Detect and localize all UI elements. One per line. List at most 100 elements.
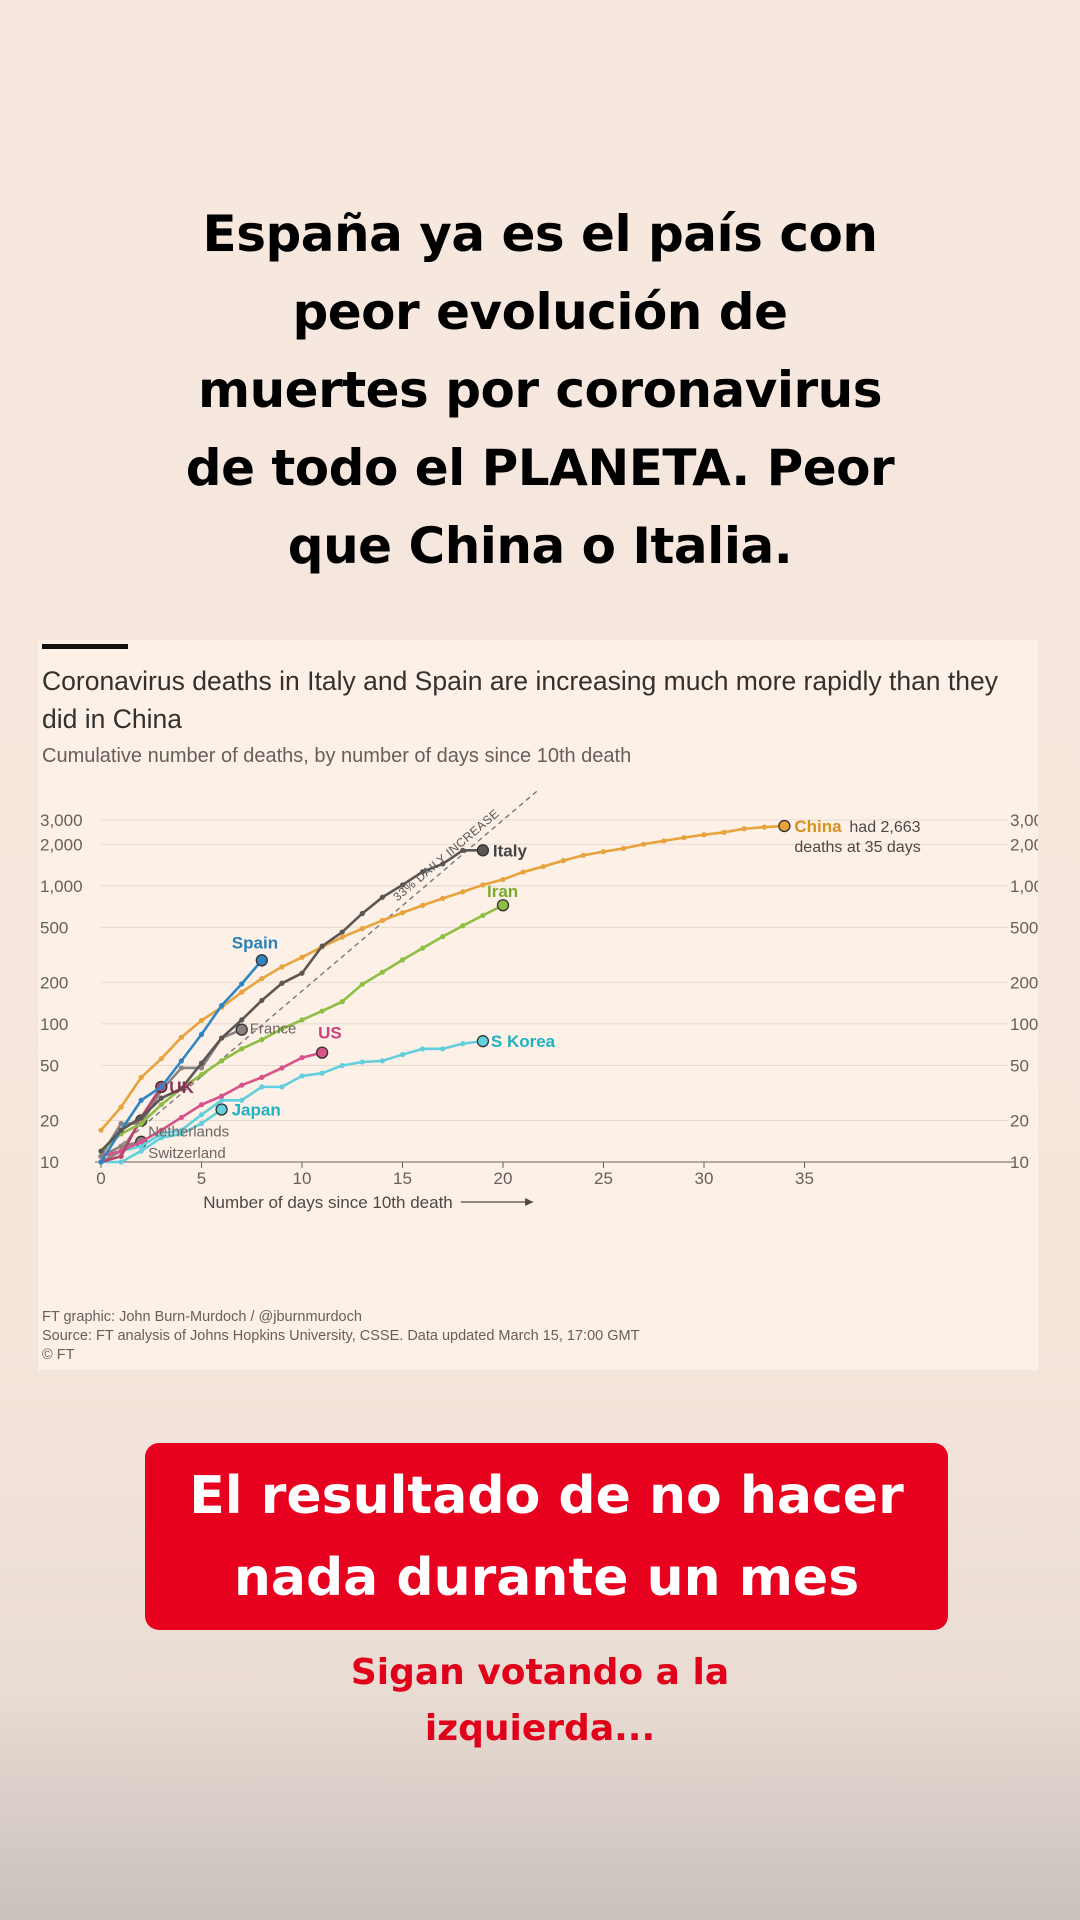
data-point <box>198 1017 205 1024</box>
x-tick-label: 10 <box>293 1169 312 1188</box>
source-text: Source: FT analysis of Johns Hopkins Uni… <box>42 1328 640 1344</box>
data-point <box>520 869 526 875</box>
data-point <box>621 845 627 852</box>
series-label-japan: Japan <box>232 1101 281 1120</box>
series-line-us <box>100 1051 323 1158</box>
data-point <box>279 980 285 986</box>
y-tick-label-left: 2,000 <box>40 835 83 854</box>
x-tick-label: 15 <box>393 1169 412 1188</box>
data-point <box>118 1159 124 1165</box>
data-point <box>420 902 426 909</box>
data-point <box>279 1026 285 1032</box>
data-point <box>319 1008 325 1014</box>
headline-line: de todo el PLANETA. Peor <box>185 439 895 497</box>
data-point <box>138 1074 144 1080</box>
data-point <box>580 852 587 858</box>
y-tick-label-left: 500 <box>40 918 68 937</box>
series-line-italy <box>100 849 483 1152</box>
data-point <box>118 1104 124 1110</box>
series-line-china <box>100 824 785 1132</box>
data-point <box>339 934 345 940</box>
data-point <box>420 869 426 875</box>
data-point <box>279 1065 285 1071</box>
series-note-china: deaths at 35 days <box>794 839 920 856</box>
data-point <box>259 1037 265 1043</box>
data-point <box>138 1139 144 1145</box>
data-point <box>440 861 446 867</box>
line-chart: 1010202050501001002002005005001,0001,000… <box>40 790 1038 1212</box>
data-point <box>460 923 466 929</box>
data-point <box>315 1046 329 1059</box>
data-point <box>178 1065 184 1071</box>
series-label-spain: Spain <box>232 933 278 952</box>
data-point <box>279 964 285 970</box>
data-point <box>480 882 486 888</box>
data-point <box>299 1055 305 1061</box>
data-point <box>299 1073 305 1079</box>
y-tick-label-left: 200 <box>40 973 68 992</box>
data-point <box>778 819 791 833</box>
data-point <box>259 1084 265 1090</box>
data-point <box>399 957 406 963</box>
data-point <box>198 1102 205 1108</box>
data-point <box>500 876 506 883</box>
red-banner: El resultado de no hacer nada durante un… <box>145 1443 948 1630</box>
y-tick-label-left: 100 <box>40 1015 68 1034</box>
data-point <box>198 1060 205 1066</box>
data-point <box>496 899 510 912</box>
data-point <box>379 917 385 924</box>
chart-subtitle: Cumulative number of deaths, by number o… <box>42 745 632 767</box>
series-line-uk <box>100 1086 163 1164</box>
data-point <box>476 1035 490 1048</box>
data-point <box>239 1046 245 1052</box>
data-point <box>138 1143 144 1149</box>
y-tick-label-right: 20 <box>1010 1111 1029 1130</box>
series-note-china: had 2,663 <box>849 819 920 836</box>
y-tick-label-right: 200 <box>1010 973 1038 992</box>
data-point <box>379 894 385 900</box>
y-tick-label-left: 20 <box>40 1111 59 1130</box>
data-point <box>219 1002 225 1009</box>
data-point <box>359 1059 365 1065</box>
series-line-iran <box>100 904 504 1153</box>
data-point <box>440 895 446 901</box>
series-label-switzerland: Switzerland <box>148 1145 226 1162</box>
data-point <box>178 1058 184 1064</box>
data-point <box>118 1120 124 1127</box>
copyright-text: © FT <box>42 1347 75 1363</box>
x-tick-label: 20 <box>494 1169 513 1188</box>
headline-line: que China o Italia. <box>287 517 793 575</box>
data-point <box>476 844 490 857</box>
data-point <box>198 1120 205 1127</box>
data-point <box>540 863 546 870</box>
data-point <box>440 1046 446 1052</box>
data-point <box>299 954 305 960</box>
data-point <box>359 981 365 987</box>
y-tick-label-left: 10 <box>40 1153 59 1172</box>
data-point <box>198 1031 205 1037</box>
data-point <box>339 999 345 1005</box>
data-point <box>198 1112 205 1118</box>
chart-source: FT graphic: John Burn-Murdoch / @jburnmu… <box>42 1308 639 1365</box>
headline-line: muertes por coronavirus <box>197 361 883 419</box>
data-point <box>158 1135 164 1141</box>
data-point <box>158 1095 164 1101</box>
series-label-us: US <box>318 1024 342 1043</box>
data-point <box>259 975 265 982</box>
data-point <box>761 824 767 830</box>
y-tick-label-right: 500 <box>1010 918 1038 937</box>
data-point <box>279 1084 285 1090</box>
data-point <box>681 835 687 841</box>
data-point <box>319 943 325 949</box>
data-point <box>255 954 268 967</box>
banner-line: El resultado de no hacer <box>189 1465 904 1526</box>
data-point <box>399 910 406 916</box>
data-point <box>158 1056 164 1062</box>
data-point <box>339 929 345 935</box>
chart-title: Coronavirus deaths in Italy and Spain ar… <box>42 666 998 734</box>
data-point <box>98 1127 104 1133</box>
data-point <box>158 1102 164 1108</box>
data-point <box>460 889 466 895</box>
data-point <box>138 1114 144 1121</box>
data-point <box>235 1023 248 1036</box>
